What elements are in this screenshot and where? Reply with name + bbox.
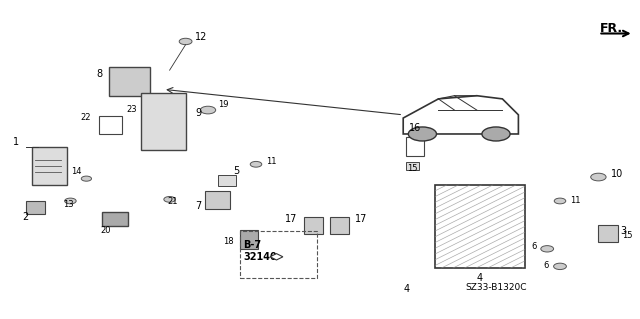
Circle shape <box>250 161 262 167</box>
Bar <box>406 137 424 156</box>
Bar <box>26 201 45 214</box>
Bar <box>598 225 618 242</box>
Text: 18: 18 <box>223 237 234 246</box>
Text: 23: 23 <box>127 105 138 114</box>
Circle shape <box>541 246 554 252</box>
Polygon shape <box>270 254 283 260</box>
Text: 10: 10 <box>611 169 623 179</box>
Circle shape <box>554 263 566 270</box>
Text: 11: 11 <box>570 196 580 204</box>
Text: 1: 1 <box>13 137 19 147</box>
Bar <box>330 217 349 234</box>
Text: 9: 9 <box>195 108 202 118</box>
Text: 4: 4 <box>403 284 410 294</box>
Bar <box>240 230 258 249</box>
Text: 3: 3 <box>621 226 627 236</box>
Text: 15: 15 <box>622 231 632 240</box>
Polygon shape <box>403 96 518 134</box>
Circle shape <box>65 198 76 204</box>
Bar <box>32 147 67 185</box>
Text: 17: 17 <box>355 214 367 224</box>
Bar <box>99 116 122 134</box>
Bar <box>218 175 236 186</box>
Text: 20: 20 <box>100 226 111 235</box>
Text: 13: 13 <box>63 200 74 209</box>
Circle shape <box>554 198 566 204</box>
Text: 4: 4 <box>477 273 483 283</box>
Text: 5: 5 <box>234 166 240 176</box>
Circle shape <box>81 176 92 181</box>
Text: FR.: FR. <box>600 22 623 35</box>
Text: 15: 15 <box>408 164 418 173</box>
Bar <box>141 93 186 150</box>
Text: 21: 21 <box>168 197 178 206</box>
Text: 22: 22 <box>81 113 91 122</box>
Circle shape <box>179 38 192 45</box>
Text: 2: 2 <box>22 212 29 222</box>
Text: SZ33-B1320C: SZ33-B1320C <box>465 283 527 292</box>
Circle shape <box>164 197 175 202</box>
Circle shape <box>482 127 510 141</box>
Text: 8: 8 <box>96 69 102 78</box>
Bar <box>304 217 323 234</box>
Text: 12: 12 <box>195 32 207 42</box>
Bar <box>109 67 150 96</box>
Text: 19: 19 <box>218 100 228 109</box>
Text: 14: 14 <box>72 167 82 176</box>
Bar <box>406 162 419 170</box>
Text: 17: 17 <box>285 214 298 224</box>
Text: 6: 6 <box>531 242 536 251</box>
Text: 7: 7 <box>195 201 202 211</box>
Text: 11: 11 <box>266 157 276 166</box>
Circle shape <box>200 106 216 114</box>
Bar <box>205 191 230 209</box>
Bar <box>435 185 525 268</box>
Bar <box>240 231 317 278</box>
Text: 16: 16 <box>408 123 421 133</box>
Text: 6: 6 <box>544 261 549 270</box>
Circle shape <box>591 173 606 181</box>
Circle shape <box>408 127 436 141</box>
Bar <box>102 212 128 226</box>
Text: B-7
32140: B-7 32140 <box>243 241 277 262</box>
